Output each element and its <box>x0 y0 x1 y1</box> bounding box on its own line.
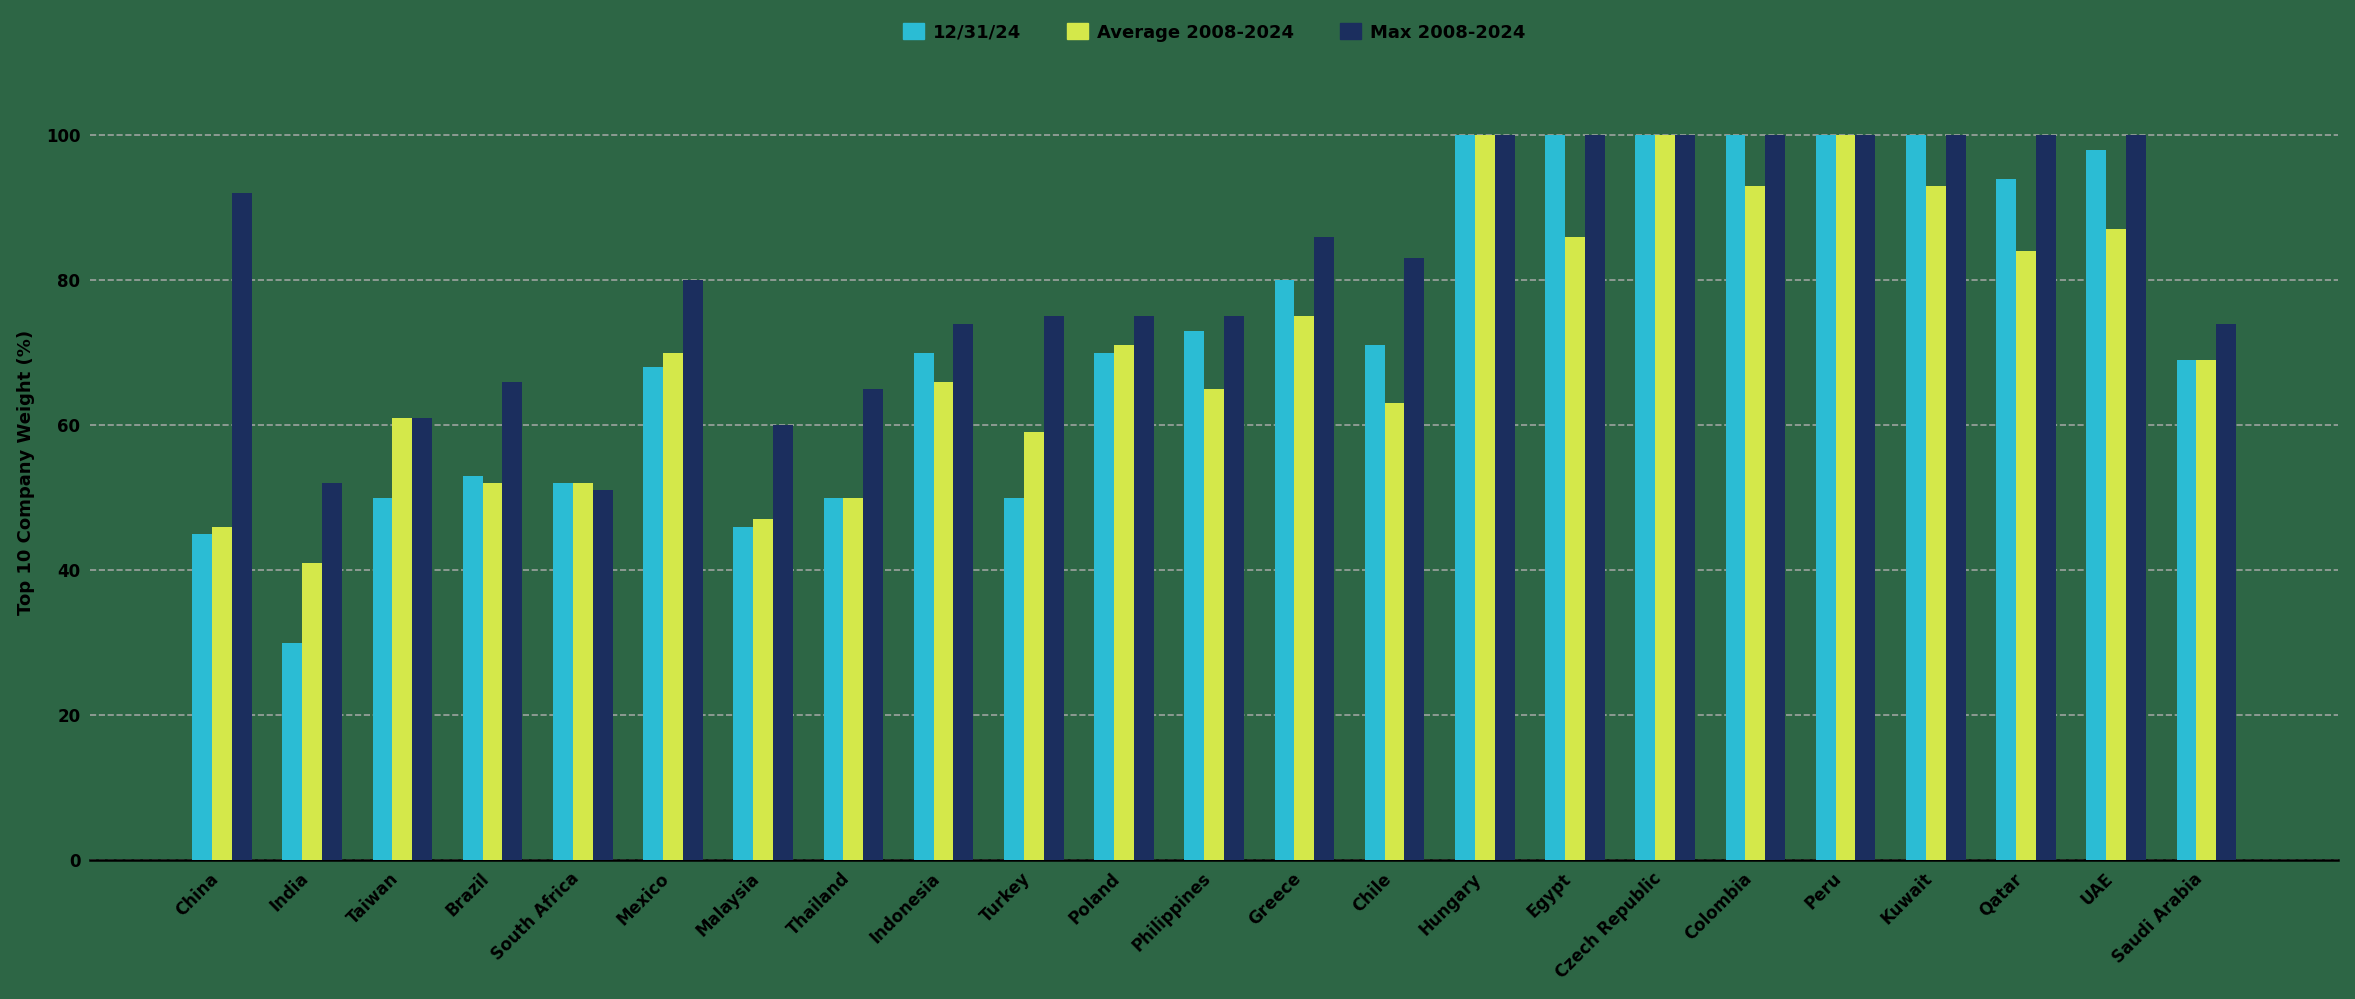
Bar <box>323 484 341 860</box>
Bar <box>2087 150 2105 860</box>
Bar <box>1024 433 1043 860</box>
Bar <box>393 418 412 860</box>
Bar <box>1726 135 1745 860</box>
Bar <box>593 491 612 860</box>
Bar <box>553 484 572 860</box>
Bar <box>2035 135 2056 860</box>
Bar <box>301 562 323 860</box>
Bar <box>1474 135 1495 860</box>
Bar <box>772 426 794 860</box>
Bar <box>1043 317 1064 860</box>
Bar <box>1274 280 1295 860</box>
Bar <box>1997 179 2016 860</box>
Bar <box>1816 135 1835 860</box>
Bar <box>933 382 954 860</box>
Bar <box>1185 331 1203 860</box>
Bar <box>1203 389 1225 860</box>
Bar <box>1656 135 1674 860</box>
Bar <box>1225 317 1243 860</box>
Bar <box>1566 237 1585 860</box>
Bar <box>2105 230 2127 860</box>
Bar <box>664 353 683 860</box>
Bar <box>1585 135 1604 860</box>
Bar <box>914 353 933 860</box>
Bar <box>1455 135 1474 860</box>
Bar <box>1856 135 1875 860</box>
Bar <box>572 484 593 860</box>
Bar <box>1366 346 1385 860</box>
Bar <box>1674 135 1696 860</box>
Bar <box>502 382 523 860</box>
Bar <box>231 193 252 860</box>
Bar <box>1545 135 1566 860</box>
Bar <box>1404 259 1425 860</box>
Bar <box>483 484 502 860</box>
Bar <box>1926 186 1945 860</box>
Bar <box>1945 135 1966 860</box>
Bar <box>1905 135 1926 860</box>
Bar <box>643 368 664 860</box>
Bar <box>754 519 772 860</box>
Bar <box>864 389 883 860</box>
Bar <box>1766 135 1785 860</box>
Bar <box>1095 353 1114 860</box>
Y-axis label: Top 10 Company Weight (%): Top 10 Company Weight (%) <box>16 330 35 614</box>
Bar <box>954 324 973 860</box>
Bar <box>2127 135 2145 860</box>
Bar <box>732 526 754 860</box>
Bar <box>193 533 212 860</box>
Bar <box>212 526 231 860</box>
Bar <box>824 498 843 860</box>
Bar <box>372 498 393 860</box>
Bar <box>683 280 702 860</box>
Bar <box>1745 186 1766 860</box>
Bar <box>283 642 301 860</box>
Bar <box>2197 360 2216 860</box>
Bar <box>2216 324 2237 860</box>
Bar <box>412 418 431 860</box>
Bar <box>1133 317 1154 860</box>
Bar <box>2016 251 2035 860</box>
Bar <box>1495 135 1514 860</box>
Bar <box>1385 404 1404 860</box>
Bar <box>1114 346 1133 860</box>
Bar <box>1314 237 1335 860</box>
Bar <box>2176 360 2197 860</box>
Bar <box>1634 135 1656 860</box>
Bar <box>843 498 864 860</box>
Legend: 12/31/24, Average 2008-2024, Max 2008-2024: 12/31/24, Average 2008-2024, Max 2008-20… <box>895 16 1533 49</box>
Bar <box>1295 317 1314 860</box>
Bar <box>1003 498 1024 860</box>
Bar <box>1835 135 1856 860</box>
Bar <box>464 476 483 860</box>
